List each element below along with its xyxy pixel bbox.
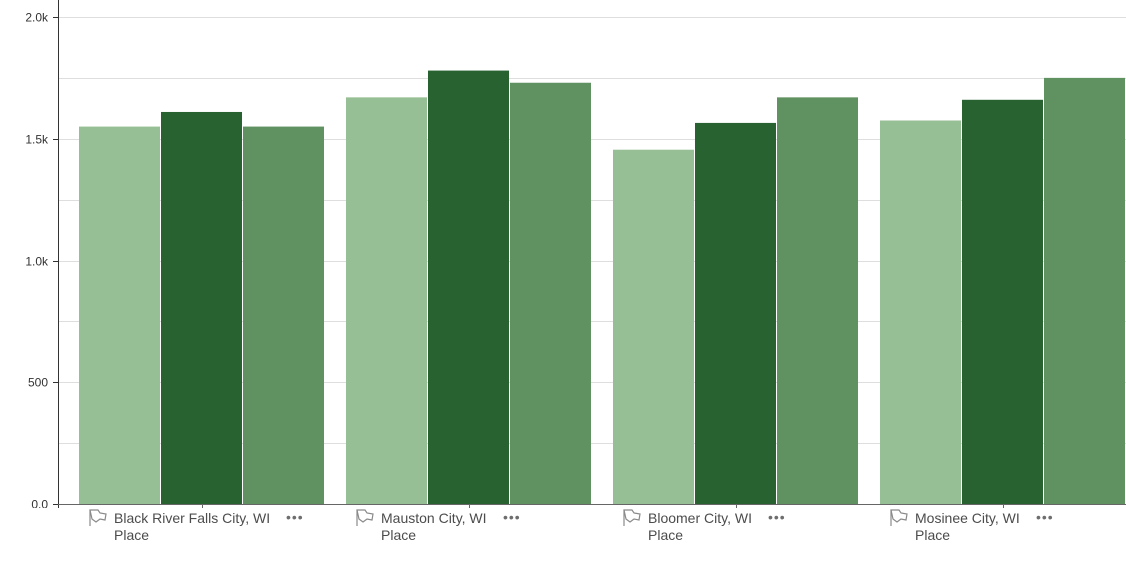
bar [79, 126, 160, 504]
category-name: Bloomer City, WI [648, 510, 752, 526]
category-subtitle: Place [648, 527, 684, 543]
y-tick-label: 0.0 [31, 498, 48, 509]
place-flag-icon [356, 509, 374, 526]
y-tick-label: 1.0k [25, 255, 49, 269]
category-subtitle: Place [114, 527, 150, 543]
bar [428, 70, 509, 504]
more-options-icon[interactable]: ••• [768, 509, 786, 525]
category-label: Mosinee City, WI Place ••• [889, 508, 1126, 548]
more-options-icon[interactable]: ••• [286, 509, 304, 525]
category-label: Mauston City, WI Place ••• [355, 508, 595, 548]
y-tick-label: 500 [28, 376, 48, 390]
category-subtitle: Place [915, 527, 951, 543]
bar [962, 99, 1043, 504]
place-flag-icon [89, 509, 107, 526]
bar [880, 120, 961, 505]
place-flag-icon [890, 509, 908, 526]
place-flag-icon [623, 509, 641, 526]
more-options-icon[interactable]: ••• [1036, 509, 1054, 525]
bars [79, 70, 1125, 505]
category-label: Bloomer City, WI Place ••• [622, 508, 862, 548]
bar [243, 126, 324, 504]
bar [1044, 77, 1125, 504]
bar [695, 122, 776, 505]
bar [161, 111, 242, 504]
axes: 0.0 500 1.0k 1.5k 2.0k [25, 0, 1126, 508]
category-name: Black River Falls City, WI [114, 510, 271, 526]
bar [510, 82, 591, 505]
category-label: Black River Falls City, WI Place ••• [88, 508, 328, 548]
category-name: Mosinee City, WI [915, 510, 1020, 526]
y-tick-label: 2.0k [25, 11, 49, 25]
bar [777, 97, 858, 504]
bar-chart: 0.0 500 1.0k 1.5k 2.0k [25, 0, 1126, 508]
y-tick-label: 1.5k [25, 133, 49, 147]
more-options-icon[interactable]: ••• [503, 509, 521, 525]
bar [346, 97, 427, 504]
category-name: Mauston City, WI [381, 510, 487, 526]
category-subtitle: Place [381, 527, 417, 543]
bar [613, 149, 694, 504]
